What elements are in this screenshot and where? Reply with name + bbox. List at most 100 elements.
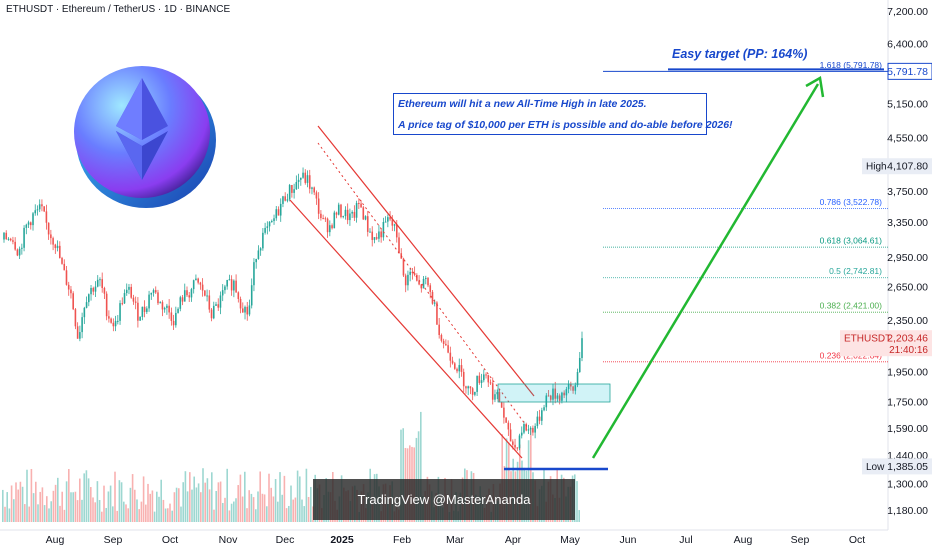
volume-bar	[279, 472, 281, 522]
candle-body	[112, 322, 115, 327]
candle-body	[313, 187, 316, 193]
candle-body	[43, 206, 45, 212]
candle-body	[581, 338, 583, 358]
volume-bar	[142, 476, 145, 522]
current-price-badge	[840, 330, 932, 357]
candle-body	[197, 278, 199, 283]
x-tick-label: Jun	[620, 534, 637, 546]
candle-body	[574, 385, 577, 391]
candle-body	[275, 209, 278, 219]
candle-body	[246, 306, 249, 315]
volume-bar	[191, 489, 193, 522]
target-label: Easy target (PP: 164%)	[672, 47, 808, 61]
candle-body	[512, 441, 514, 445]
volume-bar	[246, 508, 248, 522]
candle-body	[411, 271, 414, 274]
candle-body	[273, 218, 275, 222]
candle-body	[547, 395, 550, 397]
candle-body	[284, 196, 286, 201]
candle-body	[534, 426, 536, 433]
candle-body	[404, 275, 407, 286]
volume-bar	[307, 496, 310, 522]
channel-mid-line	[317, 142, 529, 429]
candle-body	[277, 209, 280, 216]
volume-bar	[178, 488, 180, 522]
volume-bar	[266, 506, 268, 522]
volume-bar	[274, 479, 277, 522]
volume-bar	[244, 471, 246, 522]
candle-body	[61, 257, 63, 264]
candle-body	[79, 332, 81, 339]
volume-bar	[222, 502, 224, 522]
volume-bar	[417, 431, 420, 522]
volume-bar	[255, 509, 257, 522]
volume-bar	[32, 493, 35, 522]
candle-body	[393, 224, 396, 226]
candle-body	[186, 290, 188, 296]
candle-body	[291, 185, 293, 193]
x-tick-label: Jul	[679, 534, 692, 546]
candle-body	[9, 238, 12, 241]
candle-body	[175, 312, 177, 326]
candle-body	[478, 375, 481, 383]
volume-bar	[10, 485, 13, 522]
candle-body	[188, 295, 191, 298]
candle-body	[226, 279, 228, 287]
volume-bar	[61, 491, 63, 522]
candle-body	[556, 395, 559, 399]
candle-body	[170, 312, 173, 321]
volume-bar	[39, 491, 41, 522]
symbol-header: ETHUSDT · Ethereum / TetherUS · 1D · BIN…	[6, 4, 231, 15]
price-badge-value: 1,385.05	[887, 461, 928, 473]
volume-bar	[228, 510, 231, 522]
candle-body	[382, 222, 385, 238]
y-tick-label: 6,400.00	[887, 38, 928, 50]
candle-body	[552, 388, 554, 400]
volume-bar	[299, 476, 301, 522]
candle-body	[230, 279, 233, 291]
volume-bar	[2, 489, 4, 522]
y-tick-label: 1,300.00	[887, 478, 928, 490]
candle-body	[295, 182, 298, 190]
candle-body	[563, 392, 565, 396]
x-tick-label: May	[560, 534, 581, 546]
candle-body	[38, 204, 41, 210]
candle-body	[424, 277, 427, 279]
candle-body	[541, 410, 543, 421]
candle-body	[248, 305, 251, 315]
volume-bar	[296, 470, 299, 522]
callout-line-2: A price tag of $10,000 per ETH is possib…	[398, 119, 733, 131]
candle-body	[228, 279, 231, 281]
candle-body	[527, 429, 530, 431]
candle-body	[433, 302, 436, 304]
candle-body	[431, 291, 434, 304]
volume-bar	[114, 471, 116, 522]
channel-upper-line	[317, 125, 535, 397]
candle-body	[474, 391, 476, 395]
candle-body	[195, 278, 197, 281]
candle-body	[398, 237, 400, 254]
candle-body	[199, 282, 202, 285]
volume-bar	[19, 481, 22, 522]
candle-body	[157, 292, 159, 304]
x-tick-label: Oct	[849, 534, 865, 546]
y-tick-label: 1,950.00	[887, 366, 928, 378]
volume-bar	[37, 504, 39, 522]
candle-body	[177, 308, 179, 313]
candle-body	[480, 380, 483, 383]
volume-bar	[285, 508, 288, 522]
candle-body	[355, 202, 358, 218]
candle-body	[128, 286, 130, 290]
candle-body	[418, 280, 420, 285]
candle-body	[558, 395, 561, 401]
candle-body	[206, 295, 208, 297]
volume-bar	[74, 491, 77, 522]
candle-body	[190, 289, 193, 298]
candle-body	[241, 308, 244, 313]
volume-bar	[57, 477, 59, 522]
candle-body	[63, 263, 66, 271]
candle-body	[487, 375, 490, 383]
candle-body	[438, 324, 440, 335]
candle-body	[257, 250, 260, 259]
